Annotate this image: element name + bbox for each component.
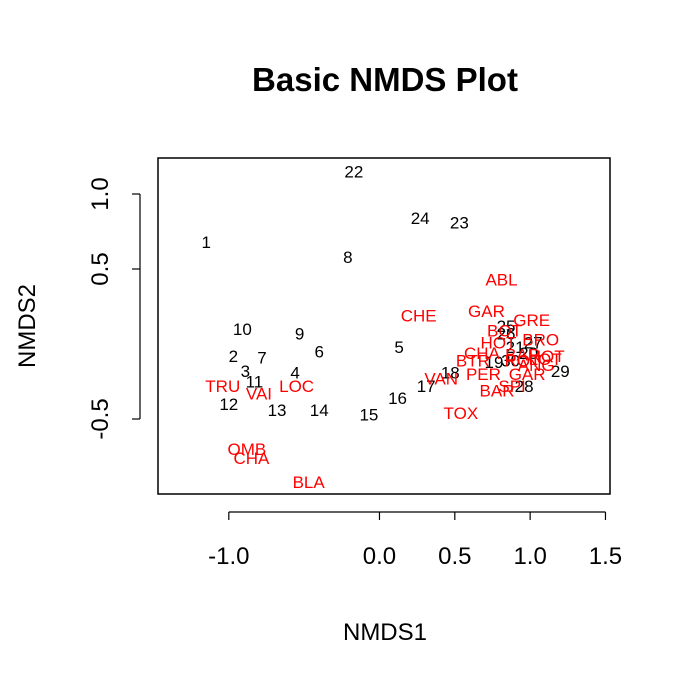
x-tick-label: 1.0	[513, 543, 546, 570]
species-score-label: CHA	[464, 344, 501, 363]
site-score-label: 16	[388, 389, 407, 408]
y-tick-label: 0.5	[87, 252, 114, 285]
y-axis: -0.5 0.5 1.0	[87, 177, 141, 440]
site-score-label: 21	[506, 338, 525, 357]
species-score-label: GAR	[468, 302, 505, 321]
site-score-label: 12	[219, 395, 238, 414]
site-score-label: 8	[343, 248, 352, 267]
site-score-label: 20	[519, 344, 538, 363]
site-score-label: 3	[241, 362, 250, 381]
site-score-label: 11	[246, 373, 264, 392]
species-score-label: HOT	[481, 334, 517, 353]
species-score-label: LOC	[279, 377, 314, 396]
species-score-label: LOT	[529, 350, 562, 369]
site-score-label: 15	[359, 406, 378, 425]
site-score-label: 4	[290, 364, 299, 383]
species-score-label: PER	[466, 365, 501, 384]
species-score-label: BLA	[293, 473, 326, 492]
site-score-label: 17	[417, 377, 436, 396]
site-score-label: 18	[441, 364, 460, 383]
site-score-label: 28	[515, 377, 534, 396]
plot-frame	[157, 157, 611, 495]
site-score-label: 10	[233, 320, 252, 339]
species-score-label: BTR	[456, 352, 490, 371]
site-score-label: 26	[497, 325, 516, 344]
x-tick-label: 0.0	[363, 543, 396, 570]
species-score-label: TRU	[205, 377, 240, 396]
species-score-label: BAR	[480, 382, 515, 401]
species-score-label: ANG	[518, 356, 555, 375]
species-score-label: OMB	[228, 440, 267, 459]
y-tick-label: -0.5	[87, 398, 114, 439]
species-score-label: VAI	[246, 385, 272, 404]
x-axis-label: NMDS1	[343, 619, 427, 646]
species-score-label: HOT	[529, 347, 565, 366]
species-score-label: CHE	[401, 307, 437, 326]
site-score-label: 6	[314, 343, 323, 362]
species-score-label: ROT	[505, 352, 541, 371]
x-tick-label: 0.5	[438, 543, 471, 570]
species-score-label: BOT	[487, 322, 522, 341]
species-score-label: ABL	[485, 271, 517, 290]
site-score-label: 1	[201, 233, 210, 252]
chart-title: Basic NMDS Plot	[252, 61, 518, 98]
species-score-label: BRO	[522, 331, 559, 350]
site-score-label: 25	[497, 317, 516, 336]
site-score-label: 7	[257, 349, 266, 368]
site-score-label: 13	[268, 401, 287, 420]
species-score-label: GAR	[509, 365, 546, 384]
x-axis: -1.0 0.0 0.5 1.0 1.5	[208, 511, 622, 570]
site-score-label: 5	[394, 338, 403, 357]
species-score-label: GRE	[513, 311, 550, 330]
site-score-label: 29	[551, 362, 570, 381]
x-tick-label: 1.5	[589, 543, 622, 570]
species-score-label: SPI	[498, 377, 525, 396]
site-score-label: 30	[501, 352, 520, 371]
site-score-label: 27	[524, 334, 543, 353]
species-score-label: VAN	[424, 370, 458, 389]
y-axis-label: NMDS2	[14, 284, 41, 368]
site-score-label: 19	[485, 353, 504, 372]
x-tick-label: -1.0	[208, 543, 249, 570]
species-score-label: TOX	[444, 404, 479, 423]
site-score-label: 23	[450, 214, 469, 233]
site-score-label: 14	[310, 401, 329, 420]
species-score-label: CHA	[233, 449, 270, 468]
site-score-label: 22	[344, 163, 363, 182]
site-score-label: 9	[295, 325, 304, 344]
y-tick-label: 1.0	[87, 177, 114, 210]
site-score-label: 24	[411, 209, 430, 228]
species-score-label: BAR	[505, 346, 540, 365]
site-score-label: 2	[229, 347, 238, 366]
